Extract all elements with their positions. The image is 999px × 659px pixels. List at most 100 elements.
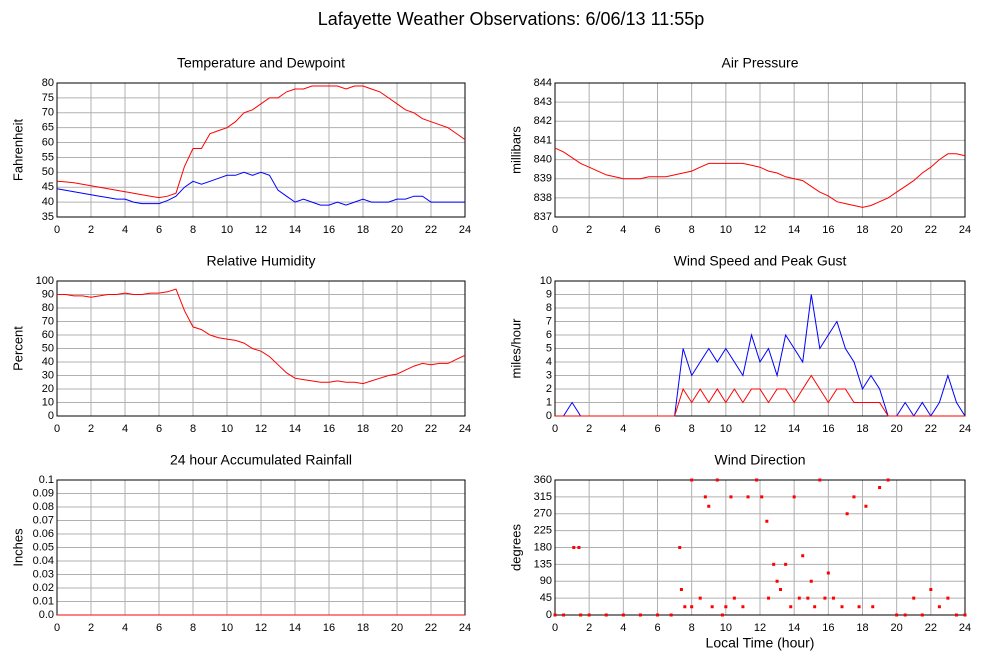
x-tick-label: 14 (788, 423, 800, 435)
x-tick-label: 0 (552, 423, 558, 435)
y-tick-label: 844 (534, 77, 552, 89)
panel-title: Relative Humidity (207, 253, 316, 269)
data-point (903, 613, 907, 617)
data-point (871, 605, 875, 609)
data-point (801, 554, 805, 558)
y-tick-label: 0.0 (39, 609, 54, 621)
x-tick-label: 24 (959, 622, 971, 634)
x-tick-label: 4 (122, 224, 128, 236)
page-title: Lafayette Weather Observations: 6/06/13 … (318, 9, 705, 29)
data-point (724, 605, 728, 609)
x-tick-label: 22 (925, 224, 937, 236)
x-tick-label: 22 (925, 423, 937, 435)
x-tick-label: 22 (425, 423, 437, 435)
y-tick-label: 3 (546, 369, 552, 381)
x-tick-label: 4 (620, 423, 626, 435)
y-tick-label: 839 (534, 173, 552, 185)
data-point (946, 596, 950, 600)
x-tick-label: 2 (586, 423, 592, 435)
x-tick-label: 24 (959, 423, 971, 435)
x-tick-label: 20 (891, 224, 903, 236)
data-point (937, 605, 941, 609)
y-tick-label: 315 (534, 491, 552, 503)
x-tick-label: 12 (754, 423, 766, 435)
x-tick-label: 6 (654, 423, 660, 435)
data-point (954, 613, 958, 617)
y-tick-label: 838 (534, 192, 552, 204)
data-line (554, 147, 966, 208)
x-tick-label: 20 (891, 622, 903, 634)
y-tick-label: 60 (42, 136, 54, 148)
y-tick-label: 360 (534, 474, 552, 486)
data-point (809, 579, 813, 583)
x-tick-label: 6 (654, 622, 660, 634)
data-point (864, 504, 868, 508)
x-tick-label: 16 (822, 622, 834, 634)
x-tick-label: 12 (255, 423, 267, 435)
x-tick-label: 20 (391, 224, 403, 236)
data-point (746, 495, 750, 499)
x-tick-label: 20 (391, 423, 403, 435)
data-point (690, 605, 694, 609)
y-axis-label: millibars (508, 126, 523, 174)
x-tick-label: 10 (720, 622, 732, 634)
y-tick-label: 180 (534, 541, 552, 553)
data-point (789, 605, 793, 609)
data-point (678, 546, 682, 549)
plot-frame (554, 280, 966, 417)
y-tick-label: 10 (42, 396, 54, 408)
plot-frame (56, 82, 466, 218)
x-tick-label: 18 (357, 224, 369, 236)
y-tick-label: 100 (36, 275, 54, 287)
y-tick-label: 843 (534, 96, 552, 108)
data-point (813, 605, 817, 609)
y-tick-label: 0.03 (33, 568, 54, 580)
x-tick-label: 4 (122, 423, 128, 435)
y-tick-label: 0 (48, 410, 54, 422)
x-tick-label: 8 (190, 423, 196, 435)
data-point (784, 562, 788, 566)
y-tick-label: 0.05 (33, 541, 54, 553)
data-point (765, 519, 769, 523)
x-tick-label: 2 (88, 622, 94, 634)
x-tick-label: 12 (754, 224, 766, 236)
y-tick-label: 6 (546, 329, 552, 341)
x-tick-label: 8 (190, 622, 196, 634)
y-tick-label: 40 (42, 196, 54, 208)
y-tick-label: 225 (534, 525, 552, 537)
x-tick-label: 18 (357, 423, 369, 435)
y-tick-label: 8 (546, 302, 552, 314)
x-tick-label: 14 (788, 622, 800, 634)
x-tick-label: 24 (459, 423, 471, 435)
x-tick-label: 8 (689, 423, 695, 435)
data-point (604, 613, 608, 617)
data-line (57, 288, 466, 385)
y-tick-label: 0.1 (39, 474, 54, 486)
y-tick-label: 80 (42, 77, 54, 89)
data-point (912, 596, 916, 600)
data-point (779, 588, 782, 591)
data-line (56, 171, 465, 206)
x-tick-label: 14 (788, 224, 800, 236)
data-point (920, 613, 924, 617)
y-tick-label: 90 (42, 288, 54, 300)
data-point (963, 613, 967, 617)
x-tick-label: 8 (689, 622, 695, 634)
data-point (572, 546, 576, 549)
x-tick-label: 6 (156, 423, 162, 435)
y-tick-label: 0.06 (33, 528, 54, 540)
plot-frame (56, 280, 466, 417)
x-tick-label: 0 (552, 224, 558, 236)
data-point (587, 613, 591, 617)
x-tick-label: 4 (620, 622, 626, 634)
data-point (929, 588, 933, 591)
x-tick-label: 16 (822, 423, 834, 435)
x-tick-label: 10 (221, 622, 233, 634)
panel-title: Wind Speed and Peak Gust (674, 253, 847, 269)
y-tick-label: 0.09 (33, 487, 54, 499)
y-tick-label: 0 (546, 609, 552, 621)
y-tick-label: 9 (546, 288, 552, 300)
data-point (553, 613, 557, 617)
data-point (715, 478, 719, 482)
y-tick-label: 70 (42, 107, 54, 119)
